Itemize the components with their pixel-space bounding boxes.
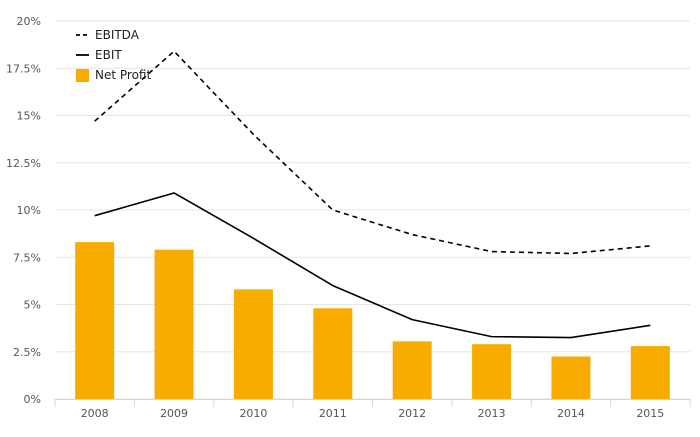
y-tick-label: 0% — [24, 393, 41, 406]
y-tick-label: 20% — [17, 15, 41, 28]
y-tick-label: 12.5% — [6, 157, 41, 170]
bar-net-profit — [472, 344, 512, 399]
y-tick-label: 15% — [17, 110, 41, 123]
bar-net-profit — [313, 308, 353, 399]
legend-swatch-net-profit — [76, 69, 89, 82]
bar-net-profit — [233, 289, 273, 399]
line-ebit — [94, 192, 651, 339]
x-tick-label: 2012 — [398, 407, 426, 420]
x-tick-label: 2009 — [160, 407, 188, 420]
x-tick-label: 2014 — [557, 407, 585, 420]
bars-layer — [75, 242, 670, 399]
legend: EBITDA EBIT Net Profit — [76, 28, 151, 82]
legend-label-ebit: EBIT — [95, 48, 122, 62]
legend-label-net-profit: Net Profit — [95, 68, 151, 82]
y-tick-label: 7.5% — [13, 251, 41, 264]
axis-layer: 0% 2.5% 5% 7.5% 10% 12.5% 15% 17.5% 20% 2008 2009 2… — [6, 15, 691, 420]
lines-layer — [94, 50, 651, 339]
x-tick-label: 2010 — [239, 407, 267, 420]
y-tick-label: 5% — [24, 299, 41, 312]
x-tick-label: 2008 — [81, 407, 109, 420]
line-ebitda — [94, 50, 651, 255]
y-tick-label: 17.5% — [6, 62, 41, 75]
bar-net-profit — [630, 346, 670, 399]
x-tick-label: 2013 — [478, 407, 506, 420]
bar-net-profit — [392, 341, 432, 399]
y-tick-label: 10% — [17, 204, 41, 217]
bar-net-profit — [75, 242, 115, 399]
x-tick-label: 2015 — [636, 407, 664, 420]
bar-net-profit — [154, 249, 194, 399]
bar-net-profit — [551, 356, 591, 399]
x-tick-label: 2011 — [319, 407, 347, 420]
legend-label-ebitda: EBITDA — [95, 28, 140, 42]
y-tick-label: 2.5% — [13, 346, 41, 359]
